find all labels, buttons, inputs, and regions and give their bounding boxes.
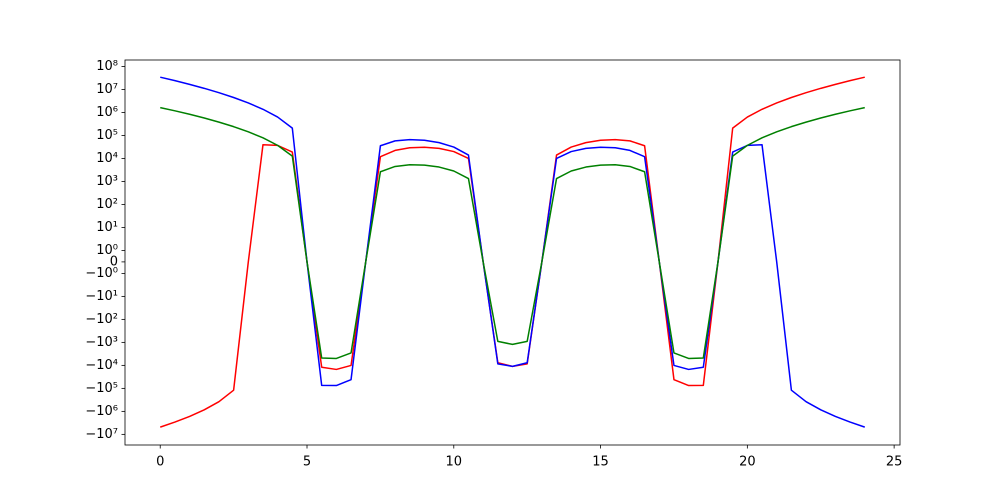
y-tick-label: −10² (85, 312, 118, 327)
line (159, 76, 865, 428)
line (160, 106, 865, 360)
y-tick-label: 10² (96, 197, 118, 212)
y-tick-label: −10⁴ (85, 358, 118, 373)
y-tick-label: 10⁵ (96, 128, 118, 143)
y-tick-label: 10³ (96, 174, 118, 189)
y-tick-label: 10⁷ (96, 82, 118, 97)
y-tick-label: −10⁷ (85, 427, 118, 442)
y-tick-label: 10⁶ (96, 105, 118, 120)
y-tick-label: −10⁵ (85, 381, 118, 396)
line (160, 76, 866, 428)
x-tick-label: 15 (592, 455, 609, 470)
y-tick-label: −10⁶ (85, 404, 118, 419)
y-tick-label: 10⁰ (96, 243, 118, 258)
y-tick-label: −10⁰ (85, 266, 118, 281)
axes-frame (124, 59, 901, 446)
x-tick-label: 5 (303, 455, 311, 470)
x-tick-label: 25 (886, 455, 903, 470)
x-tick-label: 0 (156, 455, 164, 470)
y-tick-label: 10⁴ (96, 151, 118, 166)
x-tick-label: 10 (446, 455, 463, 470)
x-tick-label: 20 (739, 455, 756, 470)
y-tick-label: 10¹ (96, 220, 118, 235)
y-tick-label: 0 (110, 254, 118, 269)
y-tick-label: 10⁸ (96, 59, 118, 74)
y-tick-label: −10¹ (85, 289, 118, 304)
y-tick-label: −10³ (85, 335, 118, 350)
